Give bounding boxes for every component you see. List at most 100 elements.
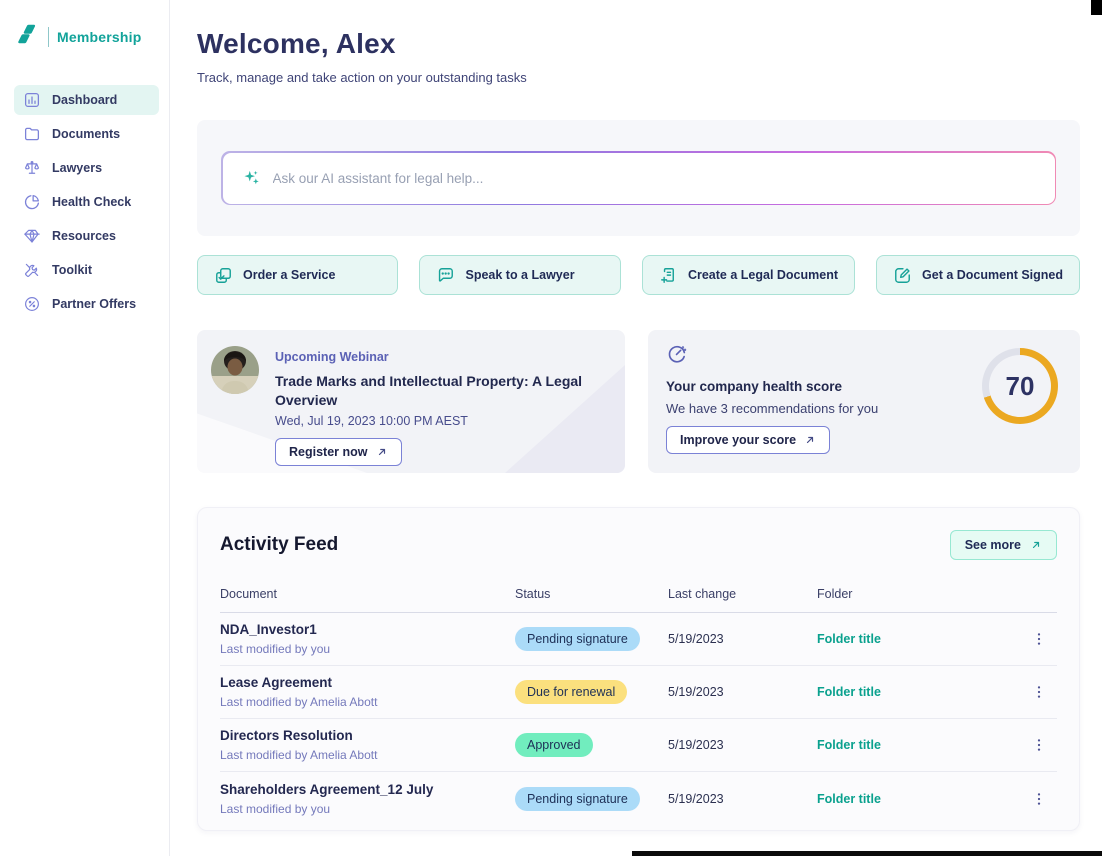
document-plus-icon: [659, 266, 678, 285]
register-now-button[interactable]: Register now: [275, 437, 402, 466]
brand-logo-icon: [16, 22, 40, 51]
sidebar-item-lawyers[interactable]: Lawyers: [14, 153, 159, 183]
order-service-button[interactable]: Order a Service: [197, 255, 399, 295]
kebab-menu-button[interactable]: [1027, 627, 1051, 651]
sidebar-item-resources[interactable]: Resources: [14, 221, 159, 251]
sidebar-item-health-check[interactable]: Health Check: [14, 187, 159, 217]
last-change-date: 5/19/2023: [668, 738, 724, 752]
document-title: Lease Agreement: [220, 675, 333, 690]
sidebar-item-label: Partner Offers: [52, 297, 137, 311]
logo-divider: [48, 26, 49, 47]
table-row: NDA_Investor1 Last modified by you Pendi…: [220, 613, 1057, 666]
ai-sparkle-icon: [241, 168, 261, 188]
last-change-date: 5/19/2023: [668, 632, 724, 646]
arrow-up-right-icon: [804, 434, 816, 446]
page-title: Welcome, Alex: [197, 28, 396, 59]
get-document-signed-button[interactable]: Get a Document Signed: [876, 255, 1081, 295]
create-legal-document-button[interactable]: Create a Legal Document: [641, 255, 856, 295]
table-header-row: Document Status Last change Folder: [220, 587, 1057, 613]
document-title: Shareholders Agreement_12 July: [220, 781, 434, 797]
bar-chart-icon: [23, 91, 41, 109]
folder-icon: [23, 125, 41, 143]
status-badge: Due for renewal: [515, 680, 628, 704]
create-legal-document-label: Create a Legal Document: [687, 268, 839, 282]
page-header: Welcome, Alex Track, manage and take act…: [197, 28, 527, 85]
sidebar-item-label: Dashboard: [52, 93, 118, 107]
sidebar: Membership Dashboard Documents: [0, 0, 170, 856]
sidebar-item-documents[interactable]: Documents: [14, 119, 159, 149]
last-change-date: 5/19/2023: [668, 791, 724, 806]
improve-score-label: Improve your score: [680, 433, 797, 447]
activity-feed-title: Activity Feed: [220, 534, 339, 555]
arrow-up-right-icon: [376, 446, 388, 458]
kebab-menu-button[interactable]: [1027, 733, 1051, 757]
register-now-label: Register now: [289, 444, 368, 459]
ai-input-container: [222, 152, 1055, 204]
order-service-label: Order a Service: [243, 268, 336, 282]
sidebar-item-label: Resources: [52, 229, 116, 243]
status-badge: Pending signature: [515, 627, 640, 651]
ai-input-gradient-border: [221, 151, 1056, 205]
speak-to-lawyer-button[interactable]: Speak to a Lawyer: [419, 255, 621, 295]
column-header-folder: Folder: [817, 587, 853, 601]
sidebar-item-dashboard[interactable]: Dashboard: [14, 85, 159, 115]
table-row: Lease Agreement Last modified by Amelia …: [220, 666, 1057, 719]
folder-link[interactable]: Folder title: [817, 738, 881, 752]
health-score-gauge-center: 70: [989, 355, 1051, 417]
kebab-menu-button[interactable]: [1027, 680, 1051, 704]
brand-logo[interactable]: Membership: [16, 22, 169, 51]
sidebar-item-partner-offers[interactable]: Partner Offers: [14, 289, 159, 319]
webinar-speaker-avatar: [211, 346, 259, 394]
screenshot-artifact: [632, 851, 1102, 856]
health-score-subtitle: We have 3 recommendations for you: [666, 401, 879, 416]
scales-icon: [23, 159, 41, 177]
document-title: Directors Resolution: [220, 728, 353, 743]
pie-chart-icon: [23, 193, 41, 211]
arrow-up-right-icon: [1030, 539, 1042, 551]
webinar-datetime: Wed, Jul 19, 2023 10:00 PM AEST: [275, 413, 468, 428]
webinar-card: Upcoming Webinar Trade Marks and Intelle…: [197, 330, 625, 473]
sidebar-item-label: Documents: [52, 127, 121, 141]
get-document-signed-label: Get a Document Signed: [922, 268, 1064, 282]
health-score-card: Your company health score We have 3 reco…: [648, 330, 1080, 473]
chat-bubble-icon: [436, 266, 455, 285]
webinar-body: Upcoming Webinar Trade Marks and Intelle…: [275, 350, 609, 466]
status-badge: Approved: [515, 733, 593, 757]
screenshot-artifact: [1091, 0, 1102, 15]
health-score-title: Your company health score: [666, 379, 843, 394]
column-header-last-change: Last change: [668, 587, 737, 601]
webinar-title: Trade Marks and Intellectual Property: A…: [275, 373, 583, 408]
gem-icon: [23, 227, 41, 245]
health-score-value: 70: [1005, 370, 1035, 401]
improve-score-button[interactable]: Improve your score: [666, 426, 831, 454]
cards-row: Upcoming Webinar Trade Marks and Intelle…: [197, 330, 1080, 473]
kebab-menu-button[interactable]: [1027, 787, 1051, 811]
ai-assistant-input[interactable]: [272, 170, 1037, 186]
sidebar-item-label: Toolkit: [52, 263, 93, 277]
folder-link[interactable]: Folder title: [817, 685, 881, 699]
document-title: NDA_Investor1: [220, 622, 317, 637]
folder-link[interactable]: Folder title: [817, 632, 881, 646]
main-content: Welcome, Alex Track, manage and take act…: [171, 0, 1102, 856]
folder-link[interactable]: Folder title: [817, 791, 881, 806]
table-row: Shareholders Agreement_12 July Last modi…: [220, 772, 1057, 825]
document-modified-by: Last modified by you: [220, 801, 331, 816]
ai-assistant-panel: [197, 120, 1080, 236]
table-row: Directors Resolution Last modified by Am…: [220, 719, 1057, 772]
column-header-document: Document: [220, 587, 277, 601]
webinar-label: Upcoming Webinar: [275, 350, 389, 364]
quick-actions: Order a Service Speak to a Lawyer: [197, 255, 1081, 295]
gauge-icon: [666, 343, 1058, 365]
pen-square-icon: [893, 266, 912, 285]
see-more-button[interactable]: See more: [949, 530, 1057, 560]
see-more-label: See more: [964, 538, 1021, 552]
sidebar-item-label: Lawyers: [52, 161, 103, 175]
order-service-icon: [214, 266, 233, 285]
percent-circle-icon: [23, 295, 41, 313]
sidebar-item-toolkit[interactable]: Toolkit: [14, 255, 159, 285]
document-modified-by: Last modified by Amelia Abott: [220, 695, 378, 709]
tools-icon: [23, 261, 41, 279]
page-subtitle: Track, manage and take action on your ou…: [197, 70, 527, 85]
column-header-status: Status: [515, 587, 551, 601]
